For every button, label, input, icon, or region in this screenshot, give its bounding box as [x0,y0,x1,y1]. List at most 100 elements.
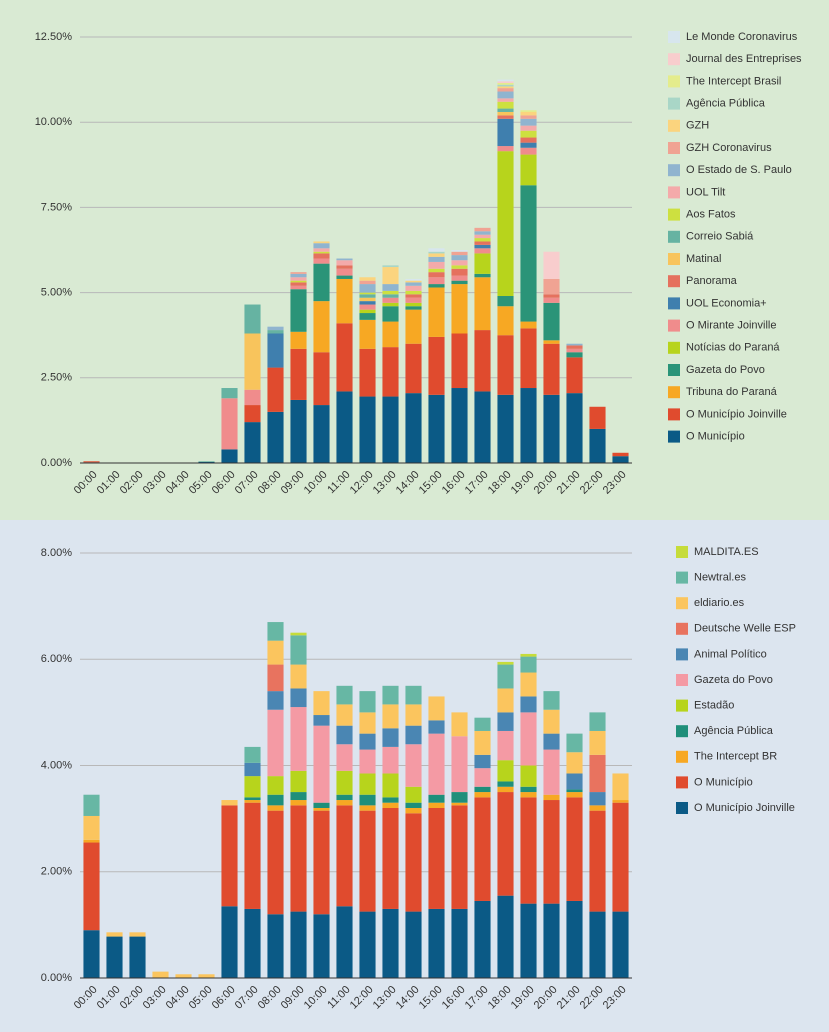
bar-segment [336,278,353,324]
bar-segment [497,895,514,978]
bar-segment [405,297,422,303]
bar-segment [382,290,399,295]
bar-segment [520,712,537,766]
bar-segment [359,292,376,295]
bar-segment [405,802,422,808]
legend-swatch [668,75,680,88]
bar-segment [405,294,422,298]
bar-segment [428,272,445,278]
bar-segment [359,794,376,806]
bar-segment [405,278,422,281]
bar-segment [267,330,284,334]
y-tick-label: 10.00% [35,116,73,128]
bar-segment [497,98,514,102]
bar-segment [336,268,353,276]
bar-segment [566,348,583,353]
legend-swatch [668,53,680,66]
bar-segment [267,914,284,978]
legend-swatch [668,142,680,154]
bar-segment [359,805,376,811]
bar-segment [520,110,537,112]
bar-segment [405,813,422,912]
bar-segment [543,733,560,750]
bar-segment [405,302,422,307]
bar-segment [336,770,353,795]
bar-segment [451,275,468,281]
bar-segment [244,746,261,763]
bar-segment [336,725,353,745]
bar-segment [474,792,491,798]
bar-segment [428,261,445,269]
bar-segment [451,333,468,389]
bar-segment [451,268,468,276]
bar-segment [359,348,376,397]
y-tick-label: 7.50% [41,201,72,213]
bar-segment [428,248,445,252]
bar-segment [497,79,514,82]
bar-segment [221,800,238,806]
bar-segment [520,147,537,155]
bar-segment [543,343,560,395]
bar-segment [566,752,583,774]
bar-segment [520,154,537,186]
legend-label: Panorama [686,275,738,287]
legend-label: O Município Joinville [686,408,787,420]
bar-segment [244,776,261,798]
legend-label: The Intercept Brasil [686,75,781,87]
bar-segment [382,685,399,705]
legend-label: Journal des Entreprises [686,53,802,65]
bar-segment [382,746,399,774]
bar-segment [359,911,376,978]
legend-swatch [676,571,688,584]
bar-segment [313,258,330,264]
bar-segment [589,428,606,463]
bar-segment [543,691,560,710]
bar-segment [244,389,261,406]
bar-segment [290,911,307,978]
bar-segment [566,773,583,790]
bar-segment [451,255,468,261]
bar-segment [451,802,468,806]
bar-segment [474,248,491,254]
bar-segment [336,258,353,261]
bar-segment [566,393,583,463]
bar-segment [313,243,330,249]
bar-segment [313,405,330,463]
legend-swatch [676,648,688,661]
bar-segment [497,115,514,119]
legend-label: Estadão [694,700,734,712]
bar-segment [405,744,422,787]
bar-segment [336,260,353,266]
bar-segment [313,808,330,811]
bar-segment [382,908,399,978]
bar-segment [543,794,560,801]
bar-segment [313,691,330,716]
bar-segment [83,815,100,840]
bar-segment [313,802,330,808]
bar-segment [520,797,537,904]
bar-segment [336,704,353,726]
legend-swatch [668,341,680,354]
bar-segment [474,900,491,978]
bar-segment [267,709,284,777]
bar-segment [497,88,514,92]
legend-swatch [668,386,680,399]
bar-segment [244,797,261,801]
bar-segment [428,794,445,803]
bar-segment [382,294,399,298]
bar-segment [405,280,422,283]
bar-segment [428,720,445,734]
bar-segment [244,802,261,909]
bar-segment [83,839,100,843]
bar-segment [612,800,629,803]
bar-segment [382,808,399,909]
bar-segment [520,656,537,673]
bar-segment [267,622,284,641]
bar-segment [405,290,422,295]
y-tick-label: 4.00% [41,759,72,771]
legend-swatch [676,622,688,635]
bar-segment [359,712,376,734]
bar-segment [221,388,238,399]
bar-segment [313,301,330,353]
legend-label: MALDITA.ES [694,546,759,558]
